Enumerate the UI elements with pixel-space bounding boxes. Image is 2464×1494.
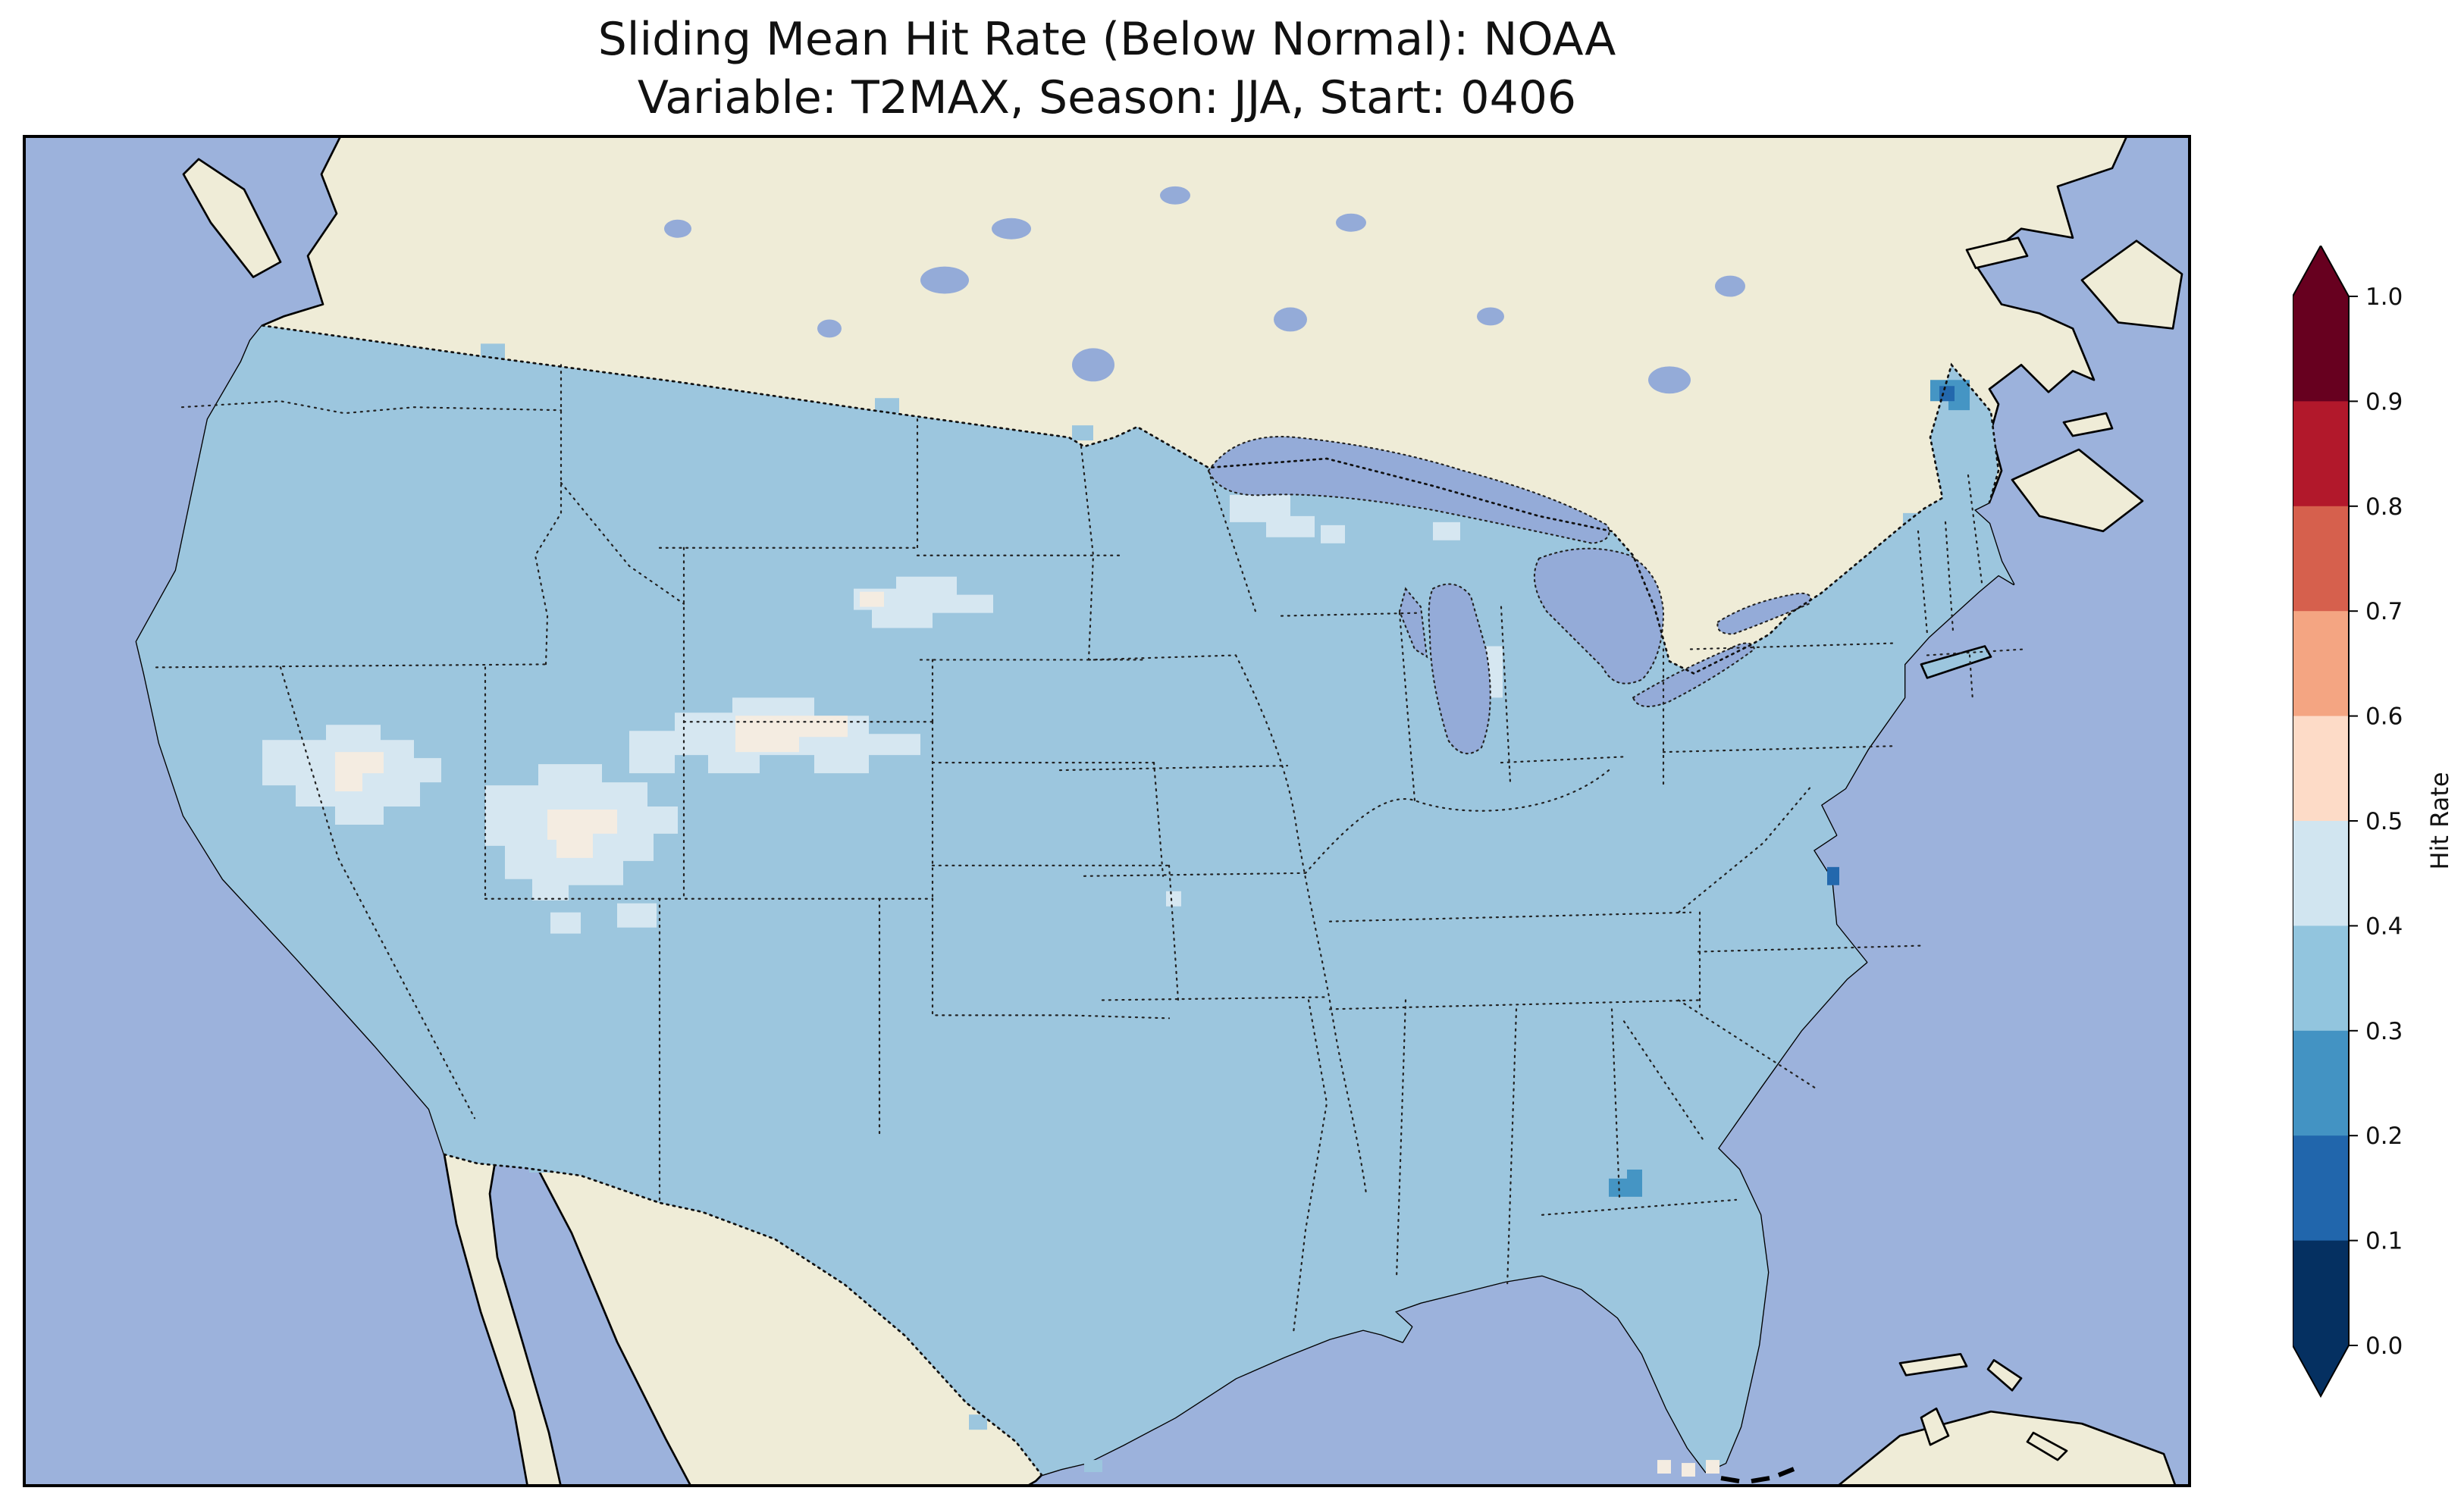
lake-superior: [1207, 436, 1610, 544]
caribbean-islands: [1720, 1353, 2177, 1487]
colorbar-tick-label: 0.1: [2365, 1228, 2403, 1255]
colorbar-tick-label: 0.3: [2365, 1018, 2403, 1045]
map-frame: [23, 135, 2191, 1487]
border-bleed-cells: [481, 343, 1921, 1473]
colorbar-segment: [2293, 1240, 2349, 1346]
canadian-lake: [992, 218, 1031, 240]
vancouver-island: [182, 158, 282, 278]
patch-four-corners-04-05: [617, 903, 657, 928]
colorbar-segment: [2293, 821, 2349, 926]
patch-south-dakota-core-05-06: [860, 591, 884, 607]
us-mexico-border: [443, 1153, 1043, 1477]
long-island-fill: [1920, 645, 1992, 679]
canadian-lake: [1336, 213, 1366, 232]
lake-michigan: [1428, 583, 1491, 755]
colorbar-tick-label: 0.7: [2365, 598, 2403, 625]
spot-maine-core-01-02: [1939, 386, 1955, 402]
conus-hit-rate-map: [23, 135, 2191, 1487]
green-bay: [1398, 587, 1428, 659]
patch-wyoming-core-05-06: [735, 716, 848, 753]
patch-upper-michigan-04-05: [1433, 521, 1460, 540]
bahamas-long-island: [2026, 1431, 2068, 1461]
canada-lakes: [664, 186, 1745, 394]
us-hit-rate-fill: [136, 325, 2014, 1476]
colorbar-tick-label: 0.0: [2365, 1333, 2403, 1360]
colorbar-extend-over: [2293, 246, 2349, 296]
spot-chesapeake-01-02: [1827, 866, 1839, 885]
colorbar-tick-label: 0.6: [2365, 703, 2403, 731]
state-borders: [155, 364, 2026, 1334]
patch-wisconsin-04-05: [1230, 494, 1315, 537]
colorbar-segment: [2293, 296, 2349, 402]
country-borders: [261, 324, 2000, 1477]
colorbar-segment: [2293, 611, 2349, 717]
spot-georgia-02-03: [1609, 1169, 1642, 1197]
cuba: [1835, 1410, 2177, 1487]
figure-title: Sliding Mean Hit Rate (Below Normal): NO…: [597, 13, 1616, 66]
prince-edward-island: [2062, 412, 2114, 437]
patch-four-corners-b-04-05: [550, 912, 581, 934]
lake-ontario: [1716, 592, 1812, 635]
patch-utah-core-05-06: [547, 810, 617, 858]
colorbar-tick-label: 0.9: [2365, 388, 2403, 415]
figure-title-block: Sliding Mean Hit Rate (Below Normal): NO…: [23, 11, 2191, 127]
patch-missouri-04-05: [1166, 891, 1181, 907]
canadian-lake: [817, 319, 842, 338]
colorbar-segment: [2293, 1135, 2349, 1242]
lake-of-the-woods: [1072, 348, 1114, 382]
colorbar-extend-under: [2293, 1345, 2349, 1396]
great-lakes: [1207, 436, 1812, 755]
conus-fill: [136, 325, 2014, 1476]
patch-wisconsin-b-04-05: [1321, 525, 1345, 543]
patch-nevada-core-05-06: [335, 752, 384, 792]
colorbar-segment: [2293, 926, 2349, 1032]
colorbar-tick-label: 0.8: [2365, 493, 2403, 521]
canadian-lake: [1648, 366, 1691, 394]
canadian-lake: [664, 219, 691, 238]
colorbar-segment: [2293, 716, 2349, 822]
hit-rate-colorbar: 1.0 0.9 0.8 0.7 0.6 0.5 0.4 0.3 0.2 0.1 0.0 Hit Rat…: [2293, 246, 2454, 1398]
canadian-lake: [1274, 307, 1307, 332]
bahamas-andros: [1920, 1407, 1950, 1446]
colorbar-segment: [2293, 1030, 2349, 1136]
florida-keys-chain: [1720, 1467, 1795, 1483]
hit-rate-patches: [262, 380, 1970, 1477]
canadian-lake: [1160, 186, 1190, 205]
lake-huron: [1533, 547, 1665, 684]
newfoundland-island: [2080, 240, 2183, 330]
patch-south-dakota-04-05: [854, 576, 993, 628]
nova-scotia: [2011, 448, 2144, 533]
bahamas-grand: [1898, 1353, 1968, 1377]
colorbar-tick-label: 1.0: [2365, 283, 2403, 311]
us-canada-border: [261, 324, 2000, 675]
colorbar-axis-label: Hit Rate: [2425, 772, 2454, 869]
colorbar-segment: [2293, 401, 2349, 507]
canadian-lake: [1715, 275, 1745, 297]
colorbar-segment: [2293, 506, 2349, 612]
florida-keys-cells-05-06: [1657, 1460, 1719, 1477]
canadian-lake: [1477, 307, 1504, 326]
anticosti-island: [1965, 236, 2029, 269]
colorbar-tick-label: 0.2: [2365, 1123, 2403, 1150]
bahamas-eleuthera: [1986, 1359, 2023, 1392]
colorbar-tick-label: 0.5: [2365, 808, 2403, 835]
canadian-lake: [920, 266, 969, 294]
figure-subtitle: Variable: T2MAX, Season: JJA, Start: 040…: [637, 70, 1577, 124]
colorbar-tick-label: 0.4: [2365, 913, 2403, 940]
